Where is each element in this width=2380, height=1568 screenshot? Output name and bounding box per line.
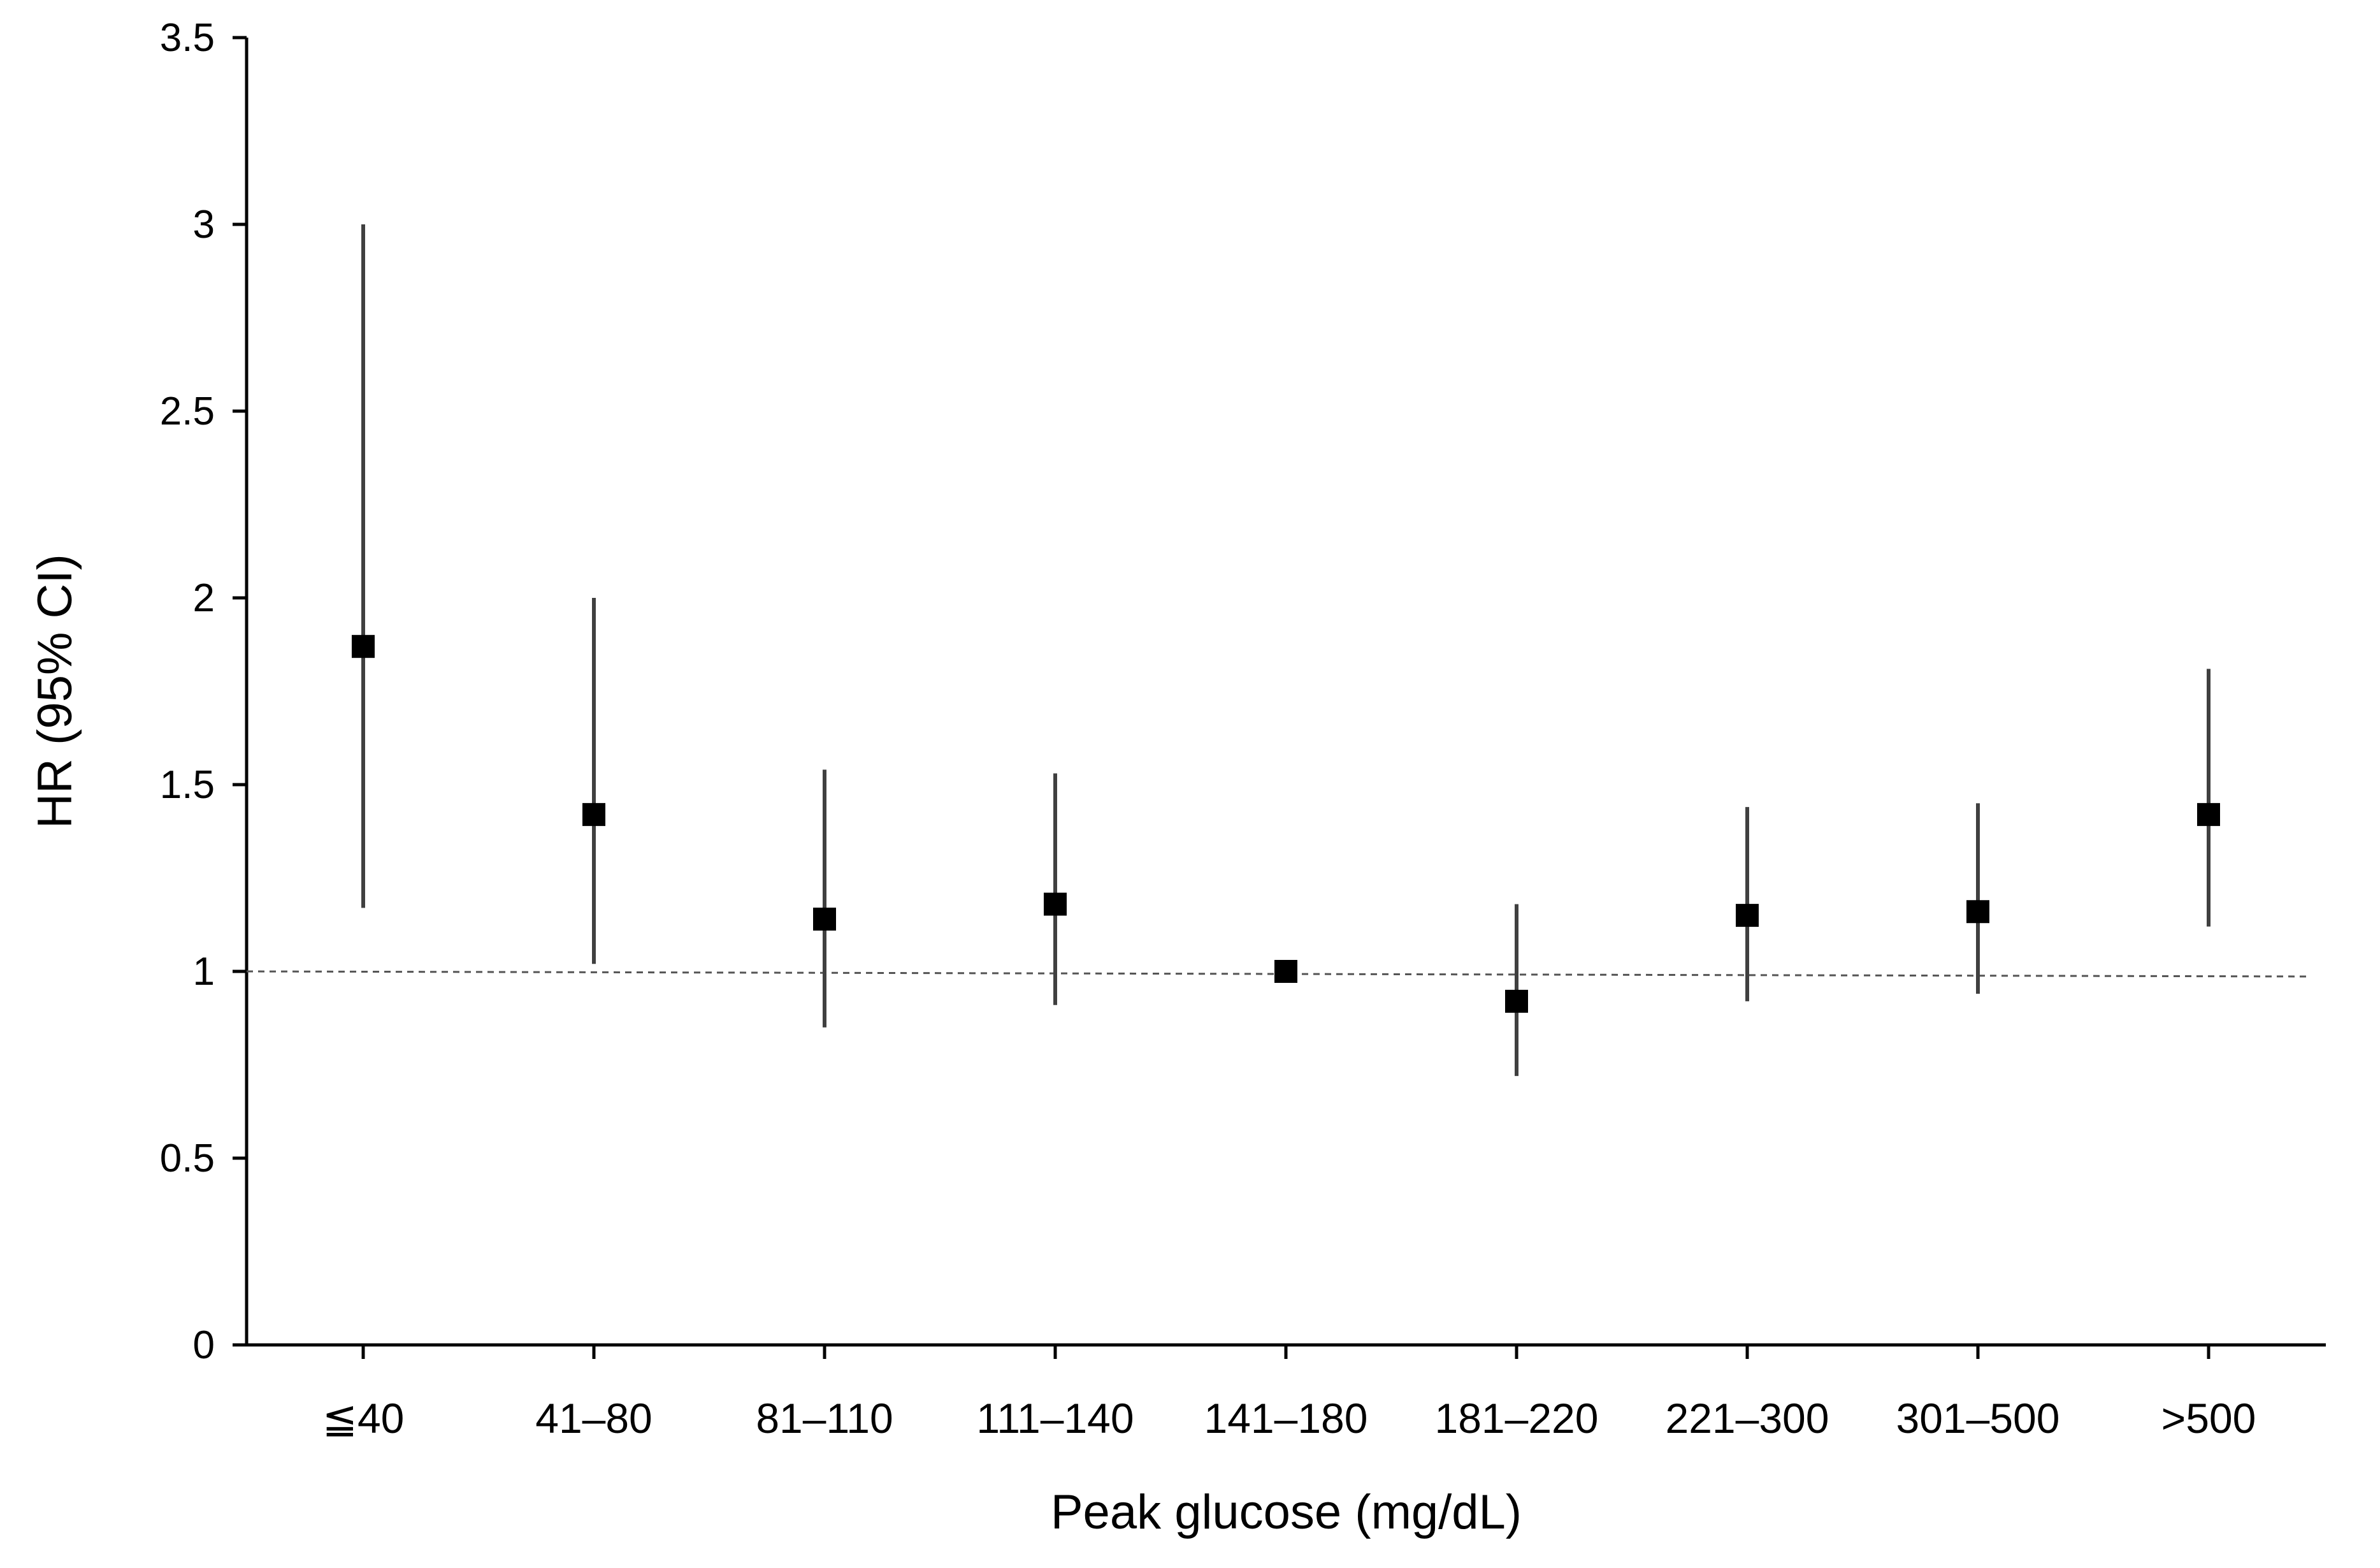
x-tick-label: 301–500 bbox=[1896, 1395, 2060, 1442]
hazard-ratio-point bbox=[2197, 802, 2220, 826]
axes bbox=[245, 38, 2326, 1347]
hazard-ratio-point bbox=[352, 635, 375, 658]
x-tick-label: 111–140 bbox=[976, 1395, 1134, 1442]
hazard-ratio-point bbox=[1966, 900, 1989, 924]
x-tick-label: >500 bbox=[2161, 1395, 2256, 1442]
y-tick-label: 2.5 bbox=[160, 389, 215, 433]
x-ticks: ≦40 41–80 81–110 111–140 141–180 181–220 221–3… bbox=[322, 1345, 2256, 1442]
hazard-ratio-point bbox=[813, 907, 836, 931]
error-bars bbox=[361, 224, 2211, 1077]
y-tick-label: 1 bbox=[193, 950, 215, 994]
y-tick-label: 1.5 bbox=[160, 763, 215, 807]
hazard-ratio-point bbox=[1736, 904, 1759, 927]
x-tick-label: 41–80 bbox=[535, 1395, 653, 1442]
y-tick-label: 2 bbox=[193, 576, 215, 620]
x-tick-label: 181–220 bbox=[1435, 1395, 1599, 1442]
x-axis-title: Peak glucose (mg/dL) bbox=[1051, 1485, 1522, 1539]
y-tick-label: 0.5 bbox=[160, 1136, 215, 1180]
y-ticks: 0 0.5 1 1.5 2 2.5 3 3.5 bbox=[160, 16, 247, 1367]
x-tick-label: ≦40 bbox=[322, 1395, 405, 1442]
hazard-ratio-point bbox=[1274, 960, 1297, 983]
hazard-ratio-point bbox=[1044, 892, 1067, 916]
x-tick-label: 221–300 bbox=[1666, 1395, 1829, 1442]
y-tick-label: 0 bbox=[193, 1323, 215, 1367]
hazard-ratio-point bbox=[1505, 989, 1528, 1013]
x-tick-label: 141–180 bbox=[1204, 1395, 1368, 1442]
hazard-ratio-point bbox=[582, 802, 605, 826]
y-tick-label: 3 bbox=[193, 203, 215, 247]
y-axis-title: HR (95% CI) bbox=[28, 554, 82, 829]
x-tick-label: 81–110 bbox=[756, 1395, 893, 1442]
y-tick-label: 3.5 bbox=[160, 16, 215, 60]
markers bbox=[352, 635, 2220, 1013]
